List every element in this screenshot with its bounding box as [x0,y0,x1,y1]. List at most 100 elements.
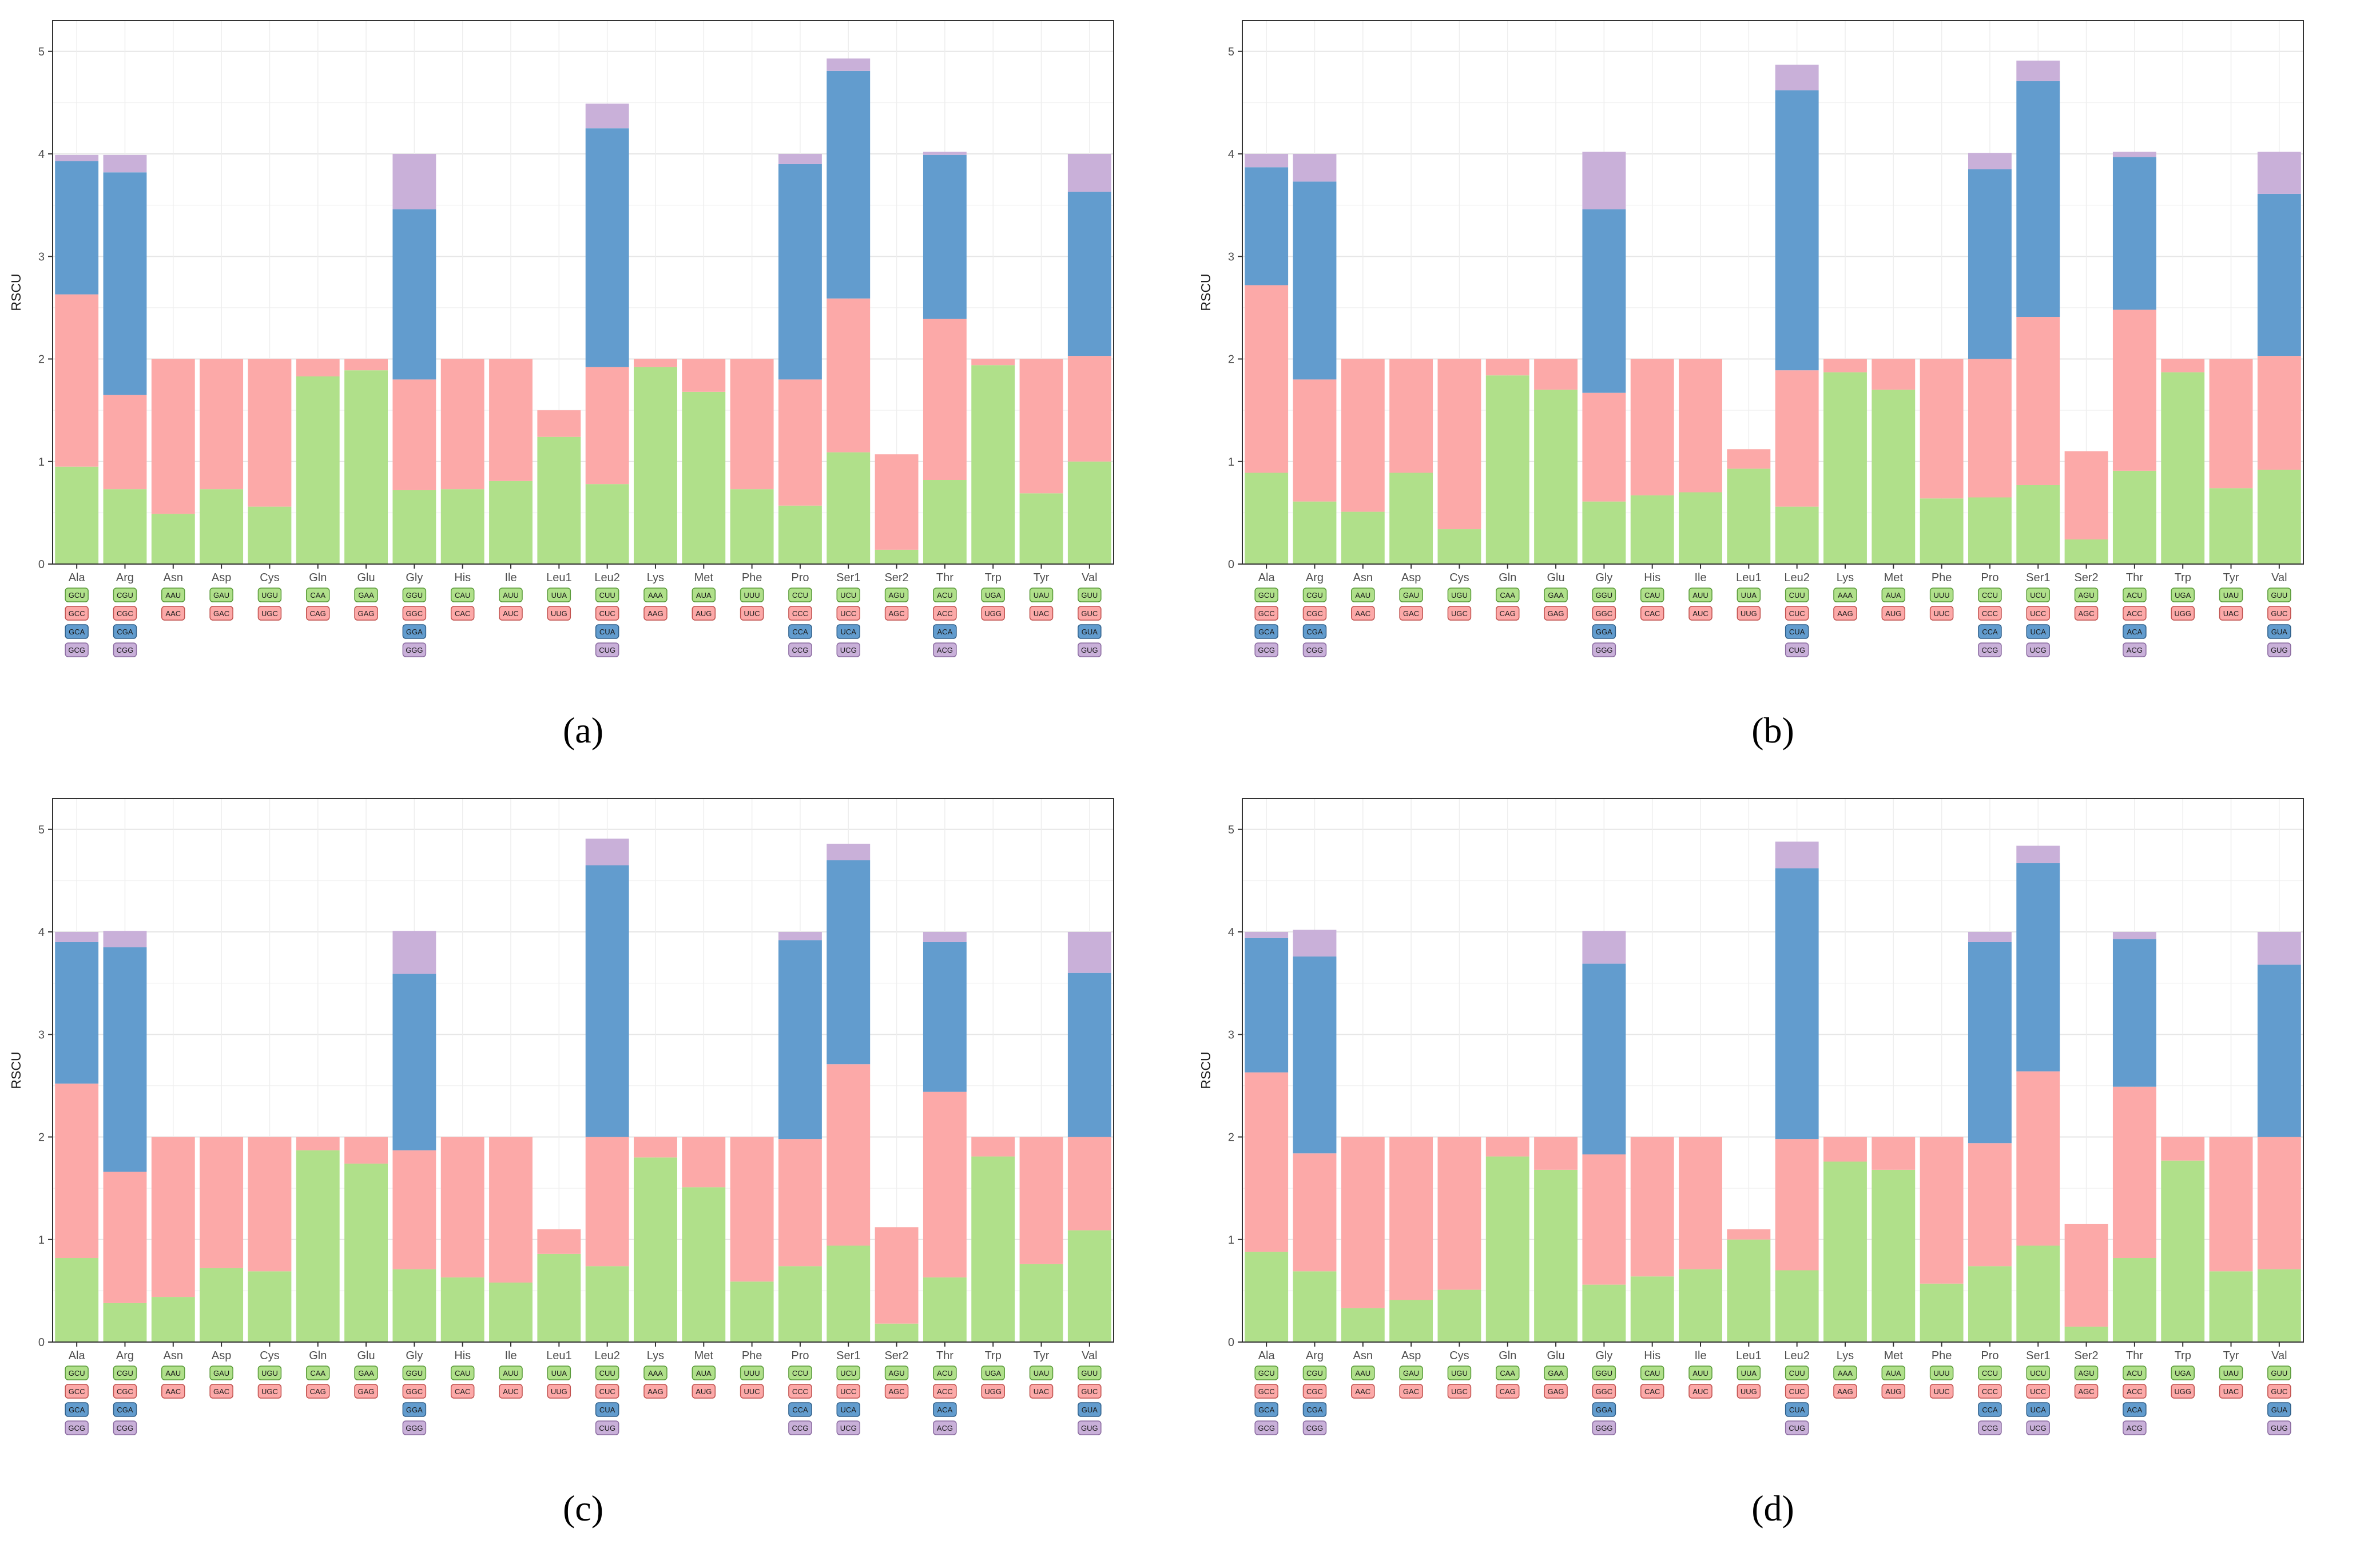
x-tick-label: Ser2 [2074,571,2098,584]
codon-box [2123,1384,2147,1399]
codon-label: CCA [1982,628,1998,636]
codon-box [1351,1384,1375,1399]
x-tick-label: Trp [2175,1349,2191,1362]
codon-box [1078,588,1102,602]
bar-segment-Trp-UGA [2161,1160,2205,1342]
codon-box [1302,588,1327,602]
codon-box [1078,624,1102,639]
codon-box [884,606,909,621]
bar-segment-Ser2-AGU [2064,539,2108,564]
codon-label: GUG [2271,1424,2288,1432]
codon-label: UCG [840,1424,857,1432]
codon-label: CAG [310,1387,326,1396]
bar-segment-Ala-GCU [1245,1252,1289,1342]
y-tick-label: 5 [1228,46,1234,58]
x-tick-label: Thr [936,1349,953,1362]
codon-label: UUC [1934,1387,1950,1396]
bar-segment-Trp-UGG [2161,359,2205,372]
y-tick-label: 2 [38,1132,45,1144]
x-tick-label: Asp [212,1349,231,1362]
x-tick-label: Ser1 [836,1349,860,1362]
codon-label: CAA [1500,1369,1515,1378]
codon-label: GUC [2271,1387,2287,1396]
bar-segment-Leu1-UUA [537,436,581,564]
codon-box [1785,1420,1809,1435]
codon-box [1978,1366,2002,1380]
y-tick-label: 2 [1228,354,1234,366]
codon-box [933,624,957,639]
codon-box [1447,606,1472,621]
codon-label: GGG [406,646,423,654]
bar-segment-Gly-GGG [1582,152,1626,209]
bar-segment-Arg-CGA [103,172,147,395]
bar-segment-Leu2-CUU [1775,1270,1819,1342]
bar-segment-Gly-GGC [392,379,436,490]
codon-label: CCC [1982,1387,1998,1396]
bar-segment-Asn-AAU [151,514,195,564]
bar-segment-Ala-GCG [55,932,99,942]
bar-segment-Thr-ACC [923,1091,967,1278]
bar-segment-His-CAC [440,359,484,490]
codon-box [1302,1420,1327,1435]
codon-label: AUU [503,591,518,600]
codon-box [402,624,427,639]
bar-segment-Val-GUA [2257,193,2301,356]
codon-label: CCG [792,646,808,654]
codon-label: UCA [841,1406,857,1414]
codon-label: GUG [1081,1424,1098,1432]
bar-segment-His-CAU [440,489,484,564]
bar-segment-Gly-GGU [1582,501,1626,564]
x-tick-label: His [454,571,471,584]
x-tick-label: Tyr [1034,1349,1050,1362]
bar-segment-Gly-GGG [392,154,436,209]
y-tick-label: 1 [1228,1234,1234,1247]
codon-label: CUA [1789,1406,1805,1414]
bar-segment-Pro-CCG [778,932,822,940]
codon-label: CAU [455,1369,470,1378]
codon-box [161,606,185,621]
codon-label: GAA [358,591,374,600]
codon-box [450,1384,475,1399]
codon-box [161,1366,185,1380]
codon-label: UGG [984,609,1002,618]
codon-label: UCC [840,609,856,618]
bar-segment-Pro-CCC [778,1139,822,1267]
bar-segment-Ser1-UCC [827,1064,871,1246]
bar-segment-Asp-GAC [1389,1137,1433,1300]
rscu-chart-b: 0 1 2 3 4 5 RSCU Ala GCU GCC GCA GCG Arg CGU CGC CGA CGG… [1198,20,2304,751]
x-tick-label: Tyr [2223,571,2239,584]
bar-segment-Thr-ACC [2112,1086,2156,1259]
bar-segment-Trp-UGG [2161,1137,2205,1161]
codon-box [354,1384,378,1399]
codon-box [2074,606,2099,621]
bar-segment-Pro-CCU [1968,1266,2012,1342]
codon-box [788,1402,812,1417]
codon-label: GGC [406,609,423,618]
codon-box [2267,1420,2291,1435]
bar-segment-Ala-GCG [1245,932,1289,938]
y-tick-label: 5 [38,46,45,58]
codon-box [499,1366,523,1380]
x-tick-label: Ser2 [2074,1349,2098,1362]
x-tick-label: Trp [2175,571,2191,584]
codon-box [1688,1384,1713,1399]
x-tick-label: Thr [2126,571,2143,584]
bar-segment-Cys-UGU [1437,1289,1481,1342]
bar-segment-Tyr-UAU [2209,488,2253,564]
codon-label: UAU [1034,1369,1049,1378]
codon-label: UGA [2175,1369,2191,1378]
codon-box [2123,642,2147,657]
bar-segment-Trp-UGG [971,1137,1015,1157]
plot-border [52,798,1114,1343]
bar-segment-Pro-CCU [1968,497,2012,564]
codon-label: CUC [1789,609,1805,618]
x-tick-label: Arg [1306,1349,1324,1362]
bar-segment-Glu-GAG [344,359,388,371]
codon-box [1078,1384,1102,1399]
bar-segment-Tyr-UAU [1019,493,1063,564]
codon-label: UCA [2031,1406,2047,1414]
codon-box [1544,1384,1568,1399]
codon-label: GGC [406,1387,423,1396]
x-tick-label: Cys [260,1349,279,1362]
codon-box [1254,642,1278,657]
